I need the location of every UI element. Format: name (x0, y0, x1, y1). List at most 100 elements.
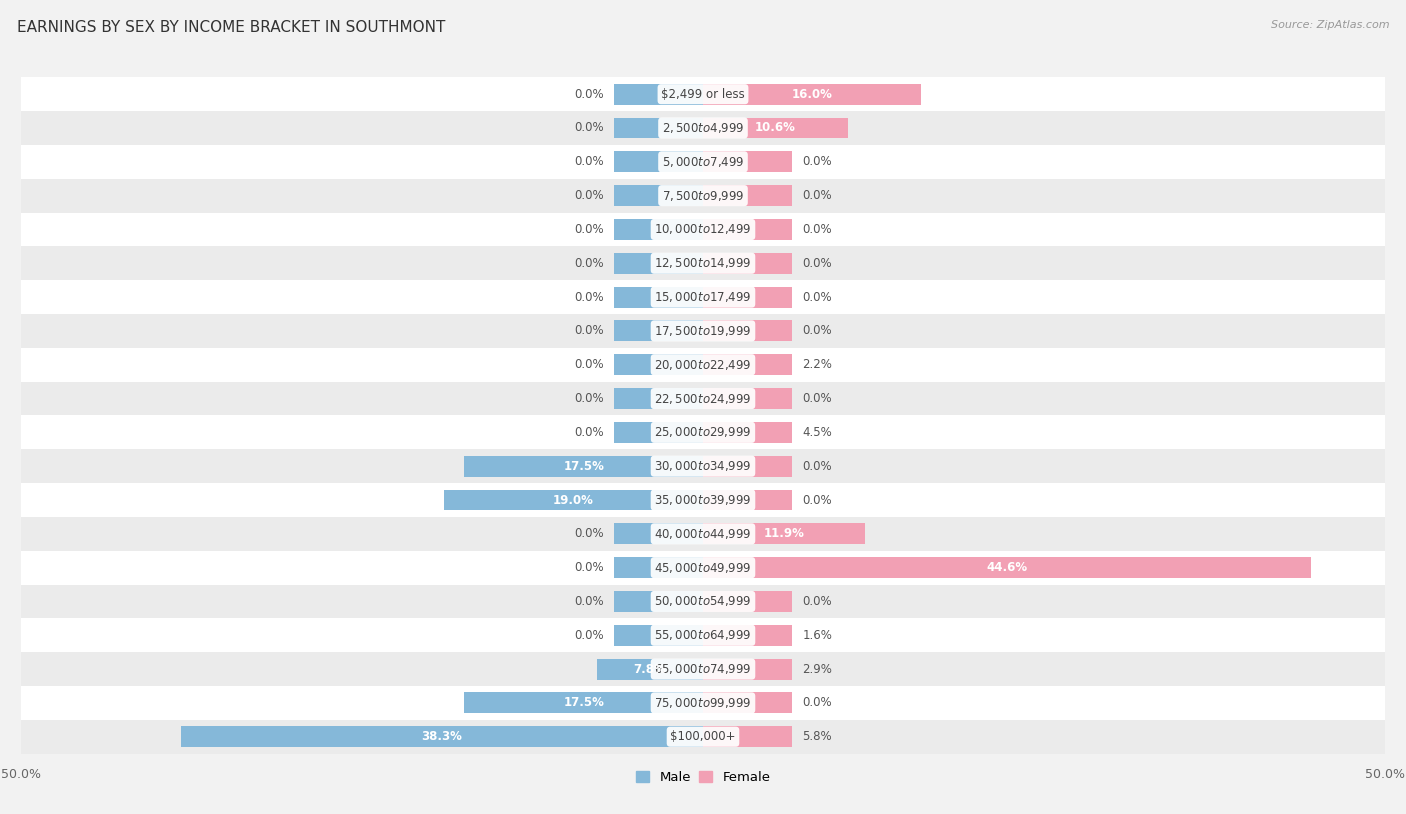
Bar (703, 422, 765, 443)
Bar (444, 489, 703, 510)
Text: 16.0%: 16.0% (792, 88, 832, 101)
Bar (703, 422, 792, 443)
Text: 0.0%: 0.0% (574, 426, 603, 439)
Text: 17.5%: 17.5% (564, 460, 605, 473)
Text: 1.6%: 1.6% (803, 628, 832, 641)
Text: $15,000 to $17,499: $15,000 to $17,499 (654, 290, 752, 304)
Bar (703, 287, 792, 308)
Text: $40,000 to $44,999: $40,000 to $44,999 (654, 527, 752, 540)
Bar (614, 151, 703, 173)
Text: 0.0%: 0.0% (574, 223, 603, 236)
Text: $30,000 to $34,999: $30,000 to $34,999 (654, 459, 752, 473)
Bar (703, 625, 792, 646)
Bar (21, 619, 1385, 652)
Bar (703, 456, 792, 477)
Bar (596, 659, 703, 680)
Text: 0.0%: 0.0% (803, 493, 832, 506)
Bar (21, 212, 1385, 247)
Bar (703, 591, 792, 612)
Bar (21, 449, 1385, 483)
Bar (614, 117, 703, 138)
Bar (703, 388, 792, 409)
Text: $55,000 to $64,999: $55,000 to $64,999 (654, 628, 752, 642)
Bar (614, 456, 703, 477)
Text: Source: ZipAtlas.com: Source: ZipAtlas.com (1271, 20, 1389, 30)
Text: 0.0%: 0.0% (574, 256, 603, 269)
Bar (703, 84, 792, 105)
Text: 0.0%: 0.0% (803, 155, 832, 168)
Text: 2.9%: 2.9% (803, 663, 832, 676)
Text: 0.0%: 0.0% (574, 628, 603, 641)
Text: 19.0%: 19.0% (553, 493, 593, 506)
Bar (21, 483, 1385, 517)
Bar (703, 625, 725, 646)
Text: 0.0%: 0.0% (803, 697, 832, 710)
Text: $45,000 to $49,999: $45,000 to $49,999 (654, 561, 752, 575)
Bar (614, 557, 703, 578)
Bar (614, 422, 703, 443)
Bar (614, 591, 703, 612)
Bar (703, 253, 792, 274)
Bar (21, 517, 1385, 551)
Bar (21, 551, 1385, 584)
Bar (703, 489, 792, 510)
Bar (703, 151, 792, 173)
Bar (614, 625, 703, 646)
Bar (703, 523, 792, 545)
Bar (21, 584, 1385, 619)
Bar (464, 693, 703, 713)
Bar (614, 693, 703, 713)
Bar (21, 111, 1385, 145)
Bar (703, 185, 792, 206)
Text: 0.0%: 0.0% (574, 392, 603, 405)
Text: $17,500 to $19,999: $17,500 to $19,999 (654, 324, 752, 338)
Text: 0.0%: 0.0% (574, 561, 603, 574)
Text: 0.0%: 0.0% (803, 595, 832, 608)
Bar (614, 388, 703, 409)
Bar (21, 314, 1385, 348)
Bar (703, 321, 792, 341)
Text: $75,000 to $99,999: $75,000 to $99,999 (654, 696, 752, 710)
Text: 0.0%: 0.0% (574, 155, 603, 168)
Bar (614, 321, 703, 341)
Bar (21, 720, 1385, 754)
Text: 0.0%: 0.0% (803, 325, 832, 338)
Bar (614, 287, 703, 308)
Bar (464, 456, 703, 477)
Text: $50,000 to $54,999: $50,000 to $54,999 (654, 594, 752, 608)
Bar (614, 659, 703, 680)
Bar (703, 354, 792, 375)
Text: 38.3%: 38.3% (422, 730, 463, 743)
Text: 0.0%: 0.0% (574, 595, 603, 608)
Bar (21, 415, 1385, 449)
Bar (614, 84, 703, 105)
Bar (614, 354, 703, 375)
Text: 5.8%: 5.8% (803, 730, 832, 743)
Text: 0.0%: 0.0% (803, 223, 832, 236)
Text: $2,499 or less: $2,499 or less (661, 88, 745, 101)
Bar (21, 348, 1385, 382)
Bar (614, 489, 703, 510)
Text: 44.6%: 44.6% (987, 561, 1028, 574)
Text: $10,000 to $12,499: $10,000 to $12,499 (654, 222, 752, 236)
Bar (703, 219, 792, 240)
Bar (703, 557, 792, 578)
Bar (21, 77, 1385, 111)
Text: $2,500 to $4,999: $2,500 to $4,999 (662, 121, 744, 135)
Text: 10.6%: 10.6% (755, 121, 796, 134)
Text: 0.0%: 0.0% (803, 189, 832, 202)
Bar (703, 84, 921, 105)
Text: EARNINGS BY SEX BY INCOME BRACKET IN SOUTHMONT: EARNINGS BY SEX BY INCOME BRACKET IN SOU… (17, 20, 446, 35)
Bar (614, 219, 703, 240)
Bar (703, 659, 742, 680)
Bar (21, 686, 1385, 720)
Text: $20,000 to $22,499: $20,000 to $22,499 (654, 357, 752, 372)
Text: 0.0%: 0.0% (574, 189, 603, 202)
Text: 0.0%: 0.0% (574, 88, 603, 101)
Bar (21, 652, 1385, 686)
Text: $35,000 to $39,999: $35,000 to $39,999 (654, 493, 752, 507)
Text: 0.0%: 0.0% (803, 460, 832, 473)
Text: $12,500 to $14,999: $12,500 to $14,999 (654, 256, 752, 270)
Text: $100,000+: $100,000+ (671, 730, 735, 743)
Bar (703, 693, 792, 713)
